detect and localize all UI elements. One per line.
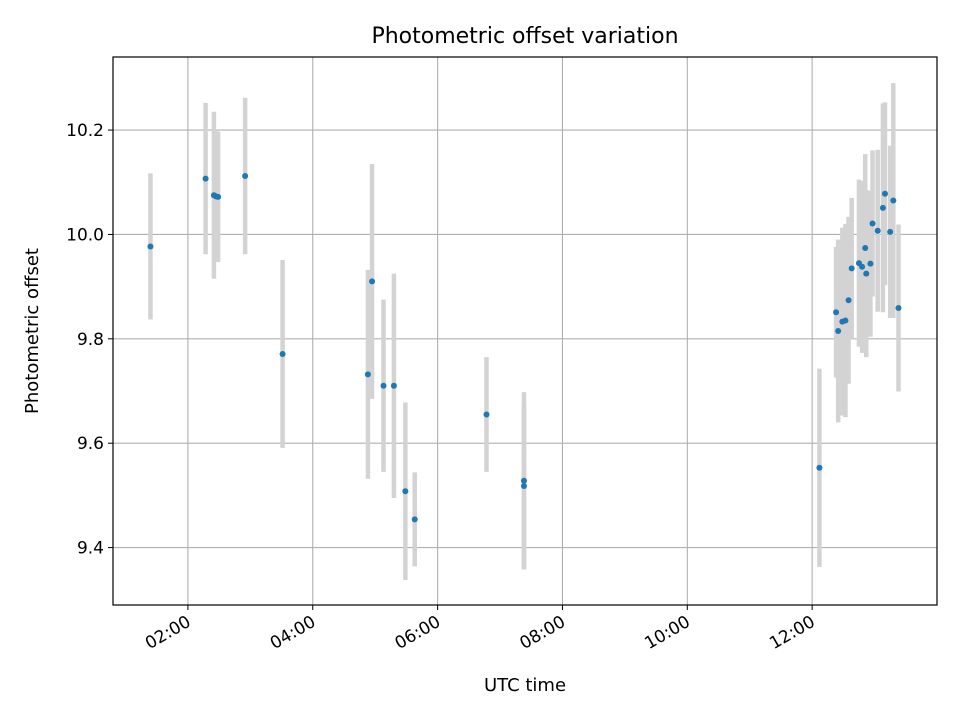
- data-point: [833, 309, 840, 316]
- grid: [113, 57, 937, 605]
- data-point: [835, 328, 842, 334]
- data-point: [881, 190, 888, 197]
- data-point: [859, 263, 866, 270]
- data-point: [895, 305, 902, 312]
- data-point: [845, 297, 852, 304]
- data-point: [483, 411, 490, 418]
- data-point: [862, 245, 869, 252]
- data-point: [147, 243, 154, 250]
- data-point: [215, 193, 222, 200]
- data-point: [867, 260, 874, 267]
- data-point: [879, 204, 886, 211]
- data-point: [369, 278, 376, 285]
- y-tick-label: 10.2: [66, 121, 104, 141]
- data-point: [874, 227, 881, 234]
- x-axis-label: UTC time: [484, 675, 566, 696]
- data-point: [842, 317, 849, 324]
- data-point: [863, 270, 870, 277]
- data-point: [520, 483, 527, 490]
- data-point: [520, 477, 527, 484]
- data-points: [147, 172, 902, 523]
- data-point: [816, 464, 823, 471]
- y-tick-label: 10.0: [66, 225, 104, 245]
- y-tick-label: 9.8: [77, 330, 104, 350]
- data-point: [242, 172, 249, 179]
- data-point: [411, 516, 418, 523]
- data-point: [848, 265, 855, 272]
- data-point: [390, 382, 397, 389]
- y-tick-label: 9.4: [77, 539, 104, 559]
- y-axis: 9.4 9.6 9.8 10.0 10.2: [66, 121, 113, 559]
- data-point: [364, 371, 371, 378]
- y-axis-label: Photometric offset: [22, 248, 43, 414]
- data-point: [202, 175, 209, 182]
- data-point: [380, 382, 387, 389]
- data-point: [869, 220, 876, 227]
- data-point: [890, 197, 897, 204]
- chart-title: Photometric offset variation: [371, 24, 678, 49]
- data-point: [887, 228, 894, 235]
- y-tick-label: 9.6: [77, 434, 104, 454]
- data-point: [279, 350, 286, 357]
- data-point: [402, 488, 409, 495]
- plot-frame: [112, 56, 938, 606]
